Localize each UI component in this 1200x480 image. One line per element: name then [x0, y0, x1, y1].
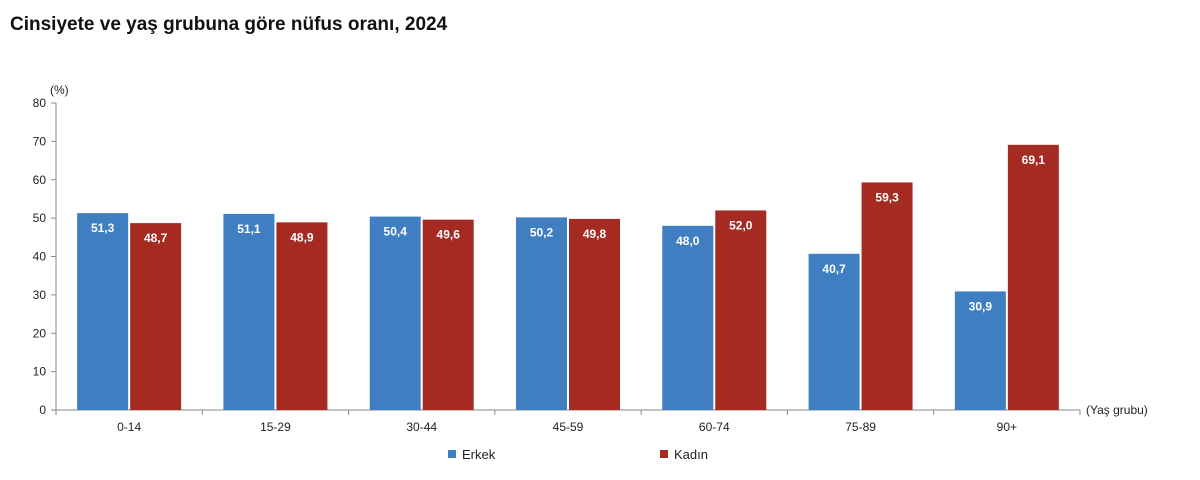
data-label: 50,2	[530, 225, 554, 239]
bar-erkek-60-74	[662, 225, 714, 410]
data-label: 50,4	[384, 225, 408, 239]
x-tick-label: 45-59	[553, 420, 584, 434]
bar-kadn-75-89	[861, 182, 913, 410]
x-tick-label: 15-29	[260, 420, 291, 434]
bar-erkek-90plus	[954, 291, 1006, 410]
bar-kadn-60-74	[715, 210, 767, 410]
bar-erkek-15-29	[223, 213, 275, 410]
y-tick-label: 60	[33, 173, 47, 187]
legend-swatch-erkek	[448, 450, 456, 458]
legend-label-kadin: Kadın	[674, 446, 708, 462]
y-tick-label: 50	[33, 211, 47, 225]
data-label: 59,3	[875, 190, 899, 204]
x-tick-label: 0-14	[117, 420, 141, 434]
data-label: 69,1	[1022, 153, 1046, 167]
bar-kadn-0-14	[130, 223, 182, 410]
y-tick-label: 20	[33, 326, 47, 340]
data-label: 40,7	[822, 262, 846, 276]
data-label: 51,3	[91, 221, 115, 235]
bar-erkek-75-89	[808, 253, 860, 410]
bar-erkek-45-59	[516, 217, 567, 410]
x-tick-label: 30-44	[406, 420, 437, 434]
data-label: 51,1	[237, 222, 261, 236]
bar-erkek-0-14	[77, 213, 129, 410]
y-tick-label: 70	[33, 134, 47, 148]
y-tick-label: 0	[39, 403, 46, 417]
y-tick-label: 80	[33, 96, 47, 110]
y-tick-label: 40	[33, 250, 47, 264]
data-label: 48,7	[144, 231, 168, 245]
legend-item-kadin: Kadın	[660, 446, 708, 462]
legend-swatch-kadin	[660, 450, 668, 458]
y-axis-label: (%)	[50, 83, 69, 97]
x-axis-label: (Yaş grubu)	[1086, 403, 1148, 417]
data-label: 49,8	[583, 227, 607, 241]
data-label: 48,0	[676, 234, 700, 248]
bar-kadn-45-59	[569, 218, 620, 410]
chart-title: Cinsiyete ve yaş grubuna göre nüfus oran…	[10, 14, 448, 35]
bar-kadn-30-44	[422, 219, 474, 410]
bar-kadn-90plus	[1007, 144, 1059, 411]
legend-label-erkek: Erkek	[462, 446, 496, 462]
y-tick-label: 30	[33, 288, 47, 302]
x-tick-label: 60-74	[699, 420, 730, 434]
y-tick-label: 10	[33, 365, 47, 379]
bar-erkek-30-44	[369, 216, 421, 410]
data-label: 48,9	[290, 230, 314, 244]
x-tick-label: 75-89	[845, 420, 876, 434]
x-tick-label: 90+	[997, 420, 1017, 434]
bar-kadn-15-29	[276, 222, 328, 410]
data-label: 49,6	[437, 228, 461, 242]
legend-item-erkek: Erkek	[448, 446, 495, 462]
data-label: 30,9	[969, 299, 993, 313]
data-label: 52,0	[729, 218, 753, 232]
